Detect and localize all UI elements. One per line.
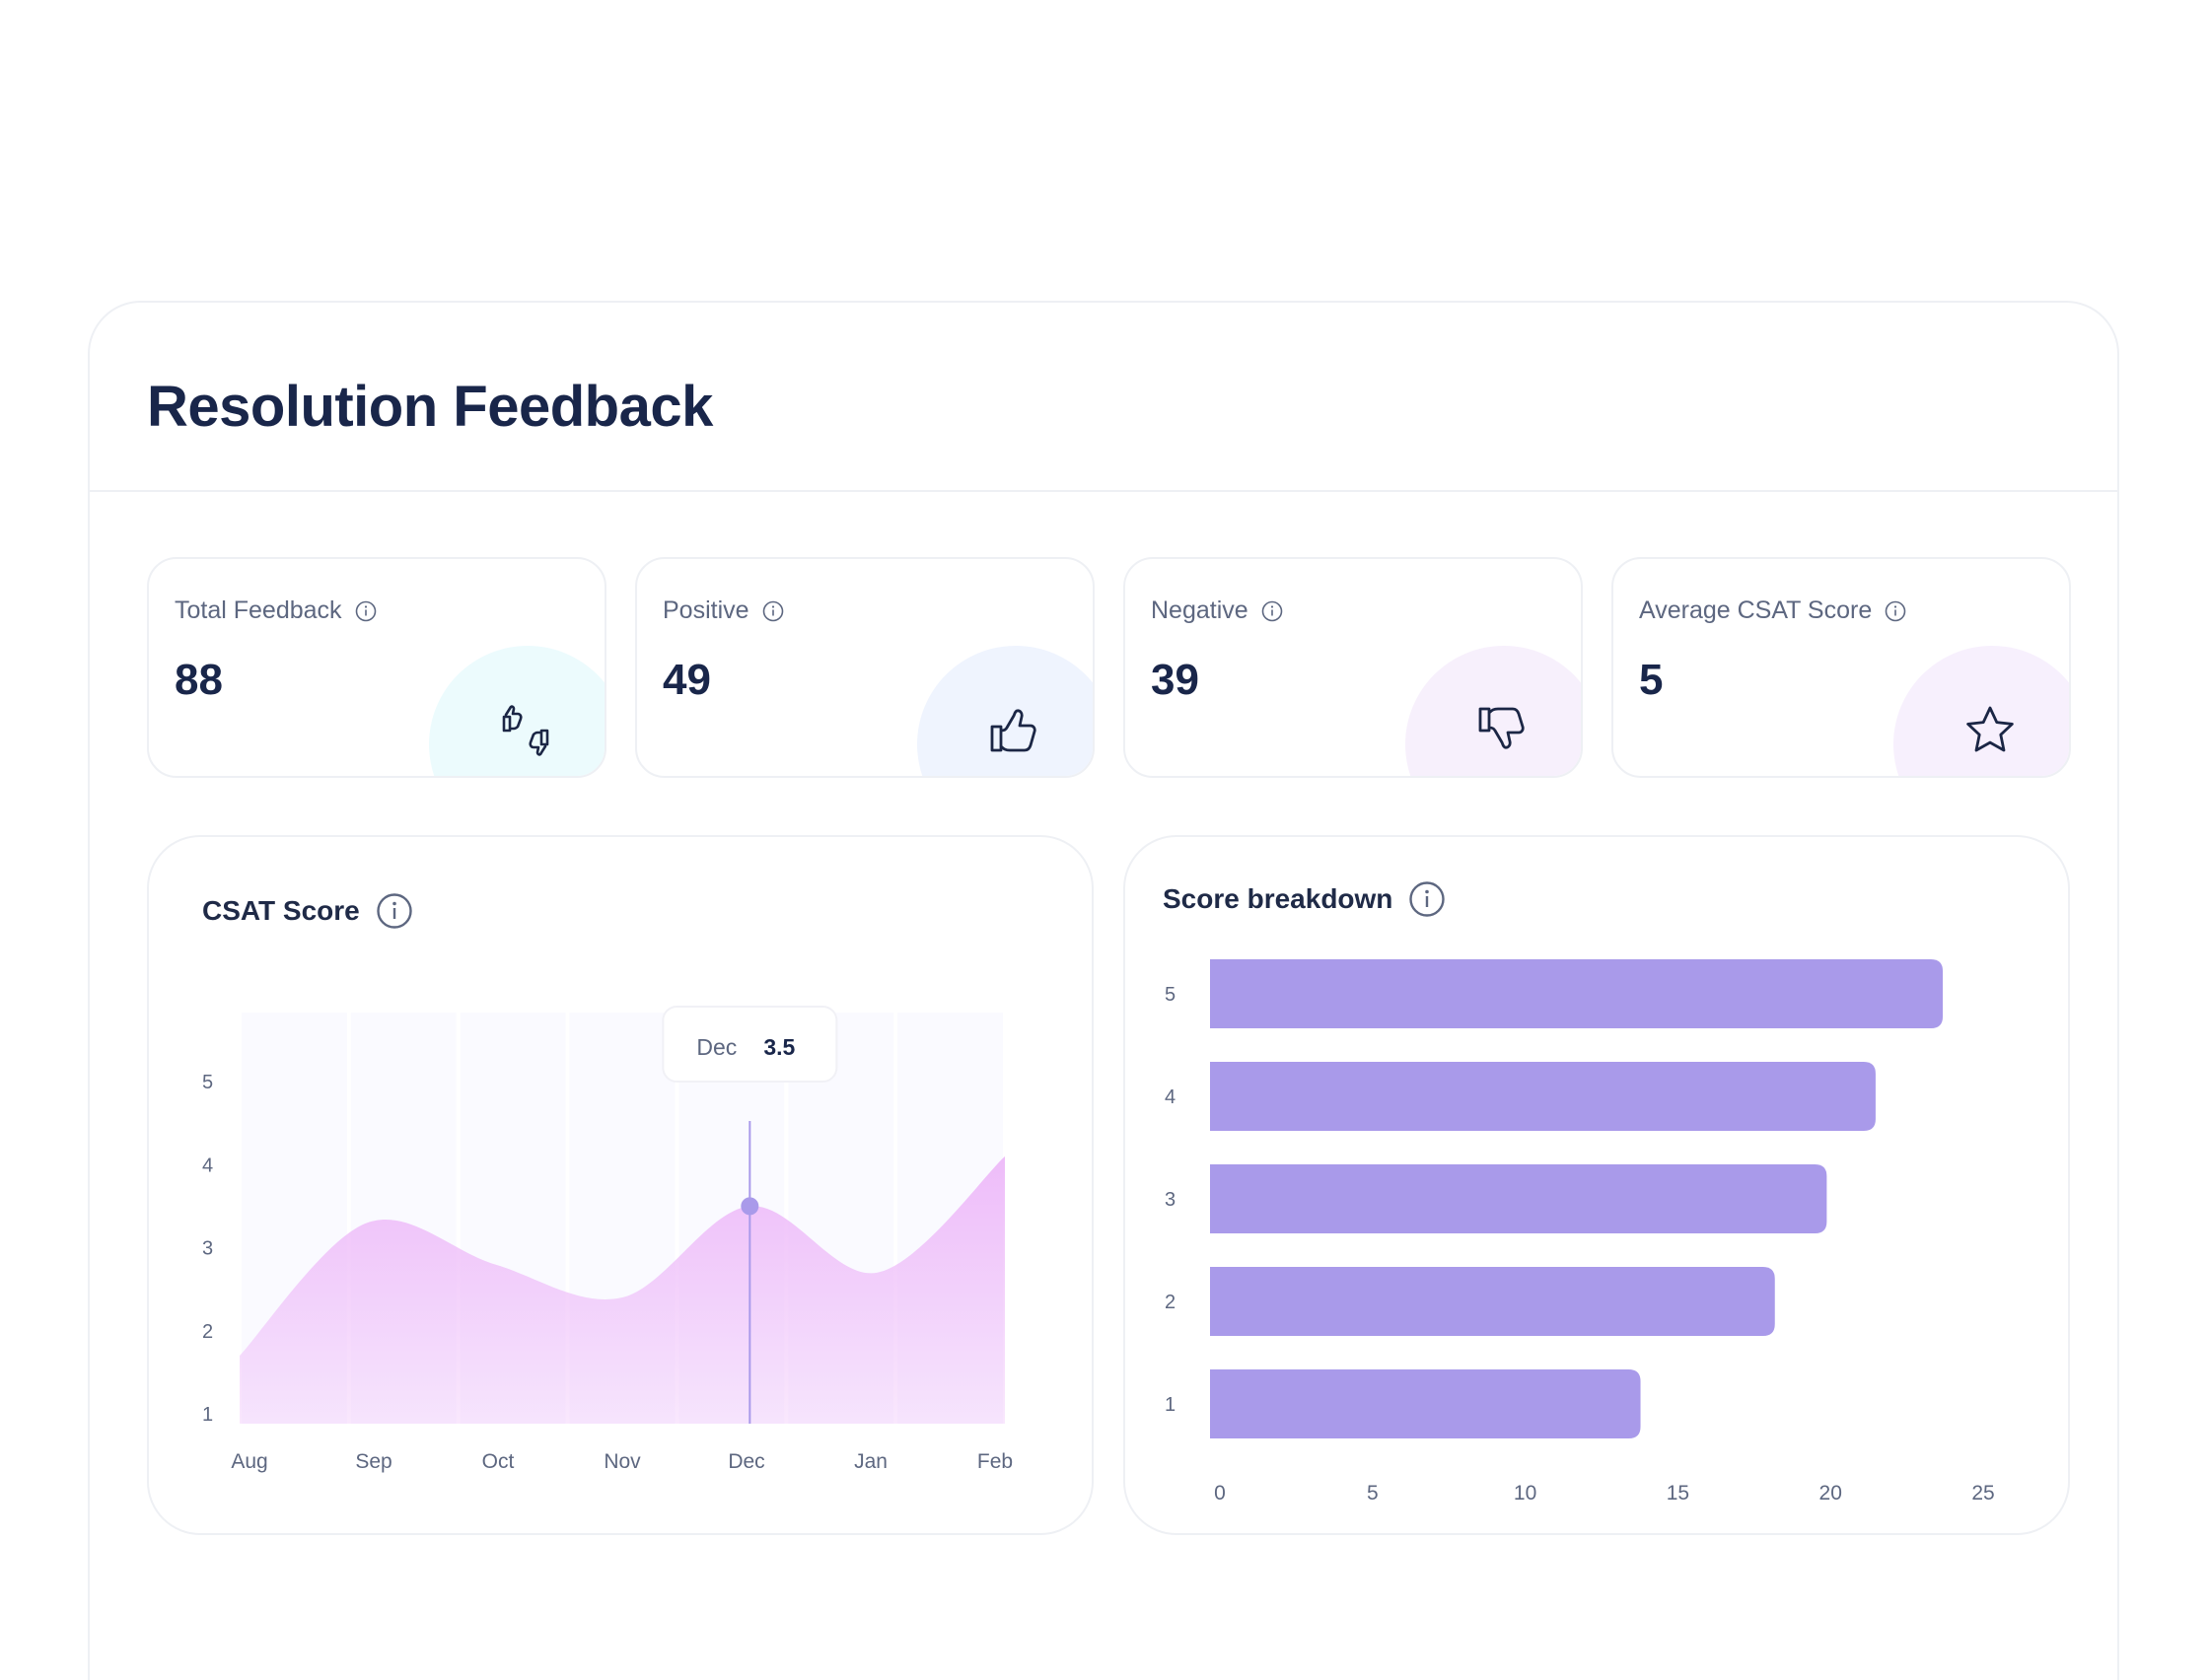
bar-score-4 xyxy=(1210,1062,1876,1131)
x-tick-label: Aug xyxy=(231,1450,267,1473)
stat-label: Average CSAT Score xyxy=(1639,596,1873,624)
x-tick-label: Nov xyxy=(604,1450,641,1473)
x-tick-label: 10 xyxy=(1514,1482,1536,1505)
csat-area-chart: 1 2 3 4 5 Aug Sep Oct Nov Dec Jan Feb Dec 3.5 xyxy=(202,1006,1013,1473)
x-tick-label: 20 xyxy=(1819,1482,1842,1505)
stat-label-wrap: Positive xyxy=(663,596,785,625)
y-tick-label: 1 xyxy=(1165,1394,1176,1416)
y-tick-label: 5 xyxy=(1165,984,1176,1006)
info-icon[interactable] xyxy=(1260,599,1284,623)
x-tick-label: 25 xyxy=(1971,1482,1994,1505)
info-icon[interactable] xyxy=(1884,599,1907,623)
bar-score-2 xyxy=(1210,1267,1775,1336)
y-tick-label: 4 xyxy=(202,1155,213,1176)
bar-score-1 xyxy=(1210,1369,1641,1438)
csat-score-card: CSAT Score 1 2 3 4 5 Aug Sep Oct Nov Dec Jan Feb Dec… xyxy=(147,835,1094,1535)
info-icon[interactable] xyxy=(1408,880,1446,918)
y-tick-label: 1 xyxy=(202,1404,213,1426)
stat-card-average-csat: Average CSAT Score 5 xyxy=(1611,557,2071,778)
tooltip-box xyxy=(662,1006,838,1083)
tooltip: Dec 3.5 xyxy=(662,1006,838,1083)
x-tick-label: 5 xyxy=(1367,1482,1379,1505)
y-tick-label: 3 xyxy=(1165,1189,1176,1211)
y-tick-label: 3 xyxy=(202,1238,213,1260)
x-tick-label: Feb xyxy=(977,1450,1013,1473)
info-icon[interactable] xyxy=(354,599,378,623)
tooltip-label: Dec xyxy=(696,1034,737,1060)
stat-card-negative: Negative 39 xyxy=(1123,557,1583,778)
x-tick-label: 15 xyxy=(1667,1482,1689,1505)
stat-label: Total Feedback xyxy=(175,596,342,624)
x-tick-label: 0 xyxy=(1214,1482,1226,1505)
info-icon[interactable] xyxy=(761,599,785,623)
stat-label-wrap: Average CSAT Score xyxy=(1639,596,1907,625)
x-tick-label: Jan xyxy=(854,1450,888,1473)
stat-value: 88 xyxy=(175,656,223,704)
stat-label: Negative xyxy=(1151,596,1248,624)
thumbs-up-icon xyxy=(990,709,1036,752)
chart-title-wrap: CSAT Score xyxy=(202,892,413,930)
stat-card-total-feedback: Total Feedback 88 xyxy=(147,557,606,778)
resolution-feedback-panel: Resolution Feedback Total Feedback 88 Po… xyxy=(88,301,2119,1680)
stat-value: 39 xyxy=(1151,656,1199,704)
x-tick-label: Oct xyxy=(482,1450,515,1473)
csat-area-series xyxy=(240,1155,1005,1424)
score-breakdown-card: Score breakdown 5 4 3 2 1 0 5 10 15 20 25 xyxy=(1123,835,2070,1535)
thumbs-up-down-icon xyxy=(502,705,549,756)
chart-title: Score breakdown xyxy=(1163,883,1393,914)
tooltip-point xyxy=(741,1197,759,1216)
x-tick-label: Dec xyxy=(728,1450,764,1473)
stat-value: 49 xyxy=(663,656,711,704)
info-icon[interactable] xyxy=(376,892,413,930)
panel-header: Resolution Feedback xyxy=(90,303,2117,492)
stat-card-positive: Positive 49 xyxy=(635,557,1095,778)
stat-value: 5 xyxy=(1639,656,1664,704)
stat-label: Positive xyxy=(663,596,749,624)
page-title: Resolution Feedback xyxy=(147,375,713,439)
chart-title: CSAT Score xyxy=(202,895,360,926)
tooltip-value: 3.5 xyxy=(763,1034,795,1060)
thumbs-down-icon xyxy=(1478,707,1525,749)
y-tick-label: 2 xyxy=(202,1321,213,1343)
star-icon xyxy=(1966,706,2014,752)
stat-label-wrap: Total Feedback xyxy=(175,596,378,625)
y-tick-label: 4 xyxy=(1165,1086,1176,1108)
stat-label-wrap: Negative xyxy=(1151,596,1284,625)
chart-title-wrap: Score breakdown xyxy=(1163,880,1446,918)
bar-score-3 xyxy=(1210,1164,1827,1233)
bar-score-5 xyxy=(1210,959,1944,1028)
y-tick-label: 2 xyxy=(1165,1292,1176,1313)
x-tick-label: Sep xyxy=(355,1450,392,1473)
y-tick-label: 5 xyxy=(202,1072,213,1093)
